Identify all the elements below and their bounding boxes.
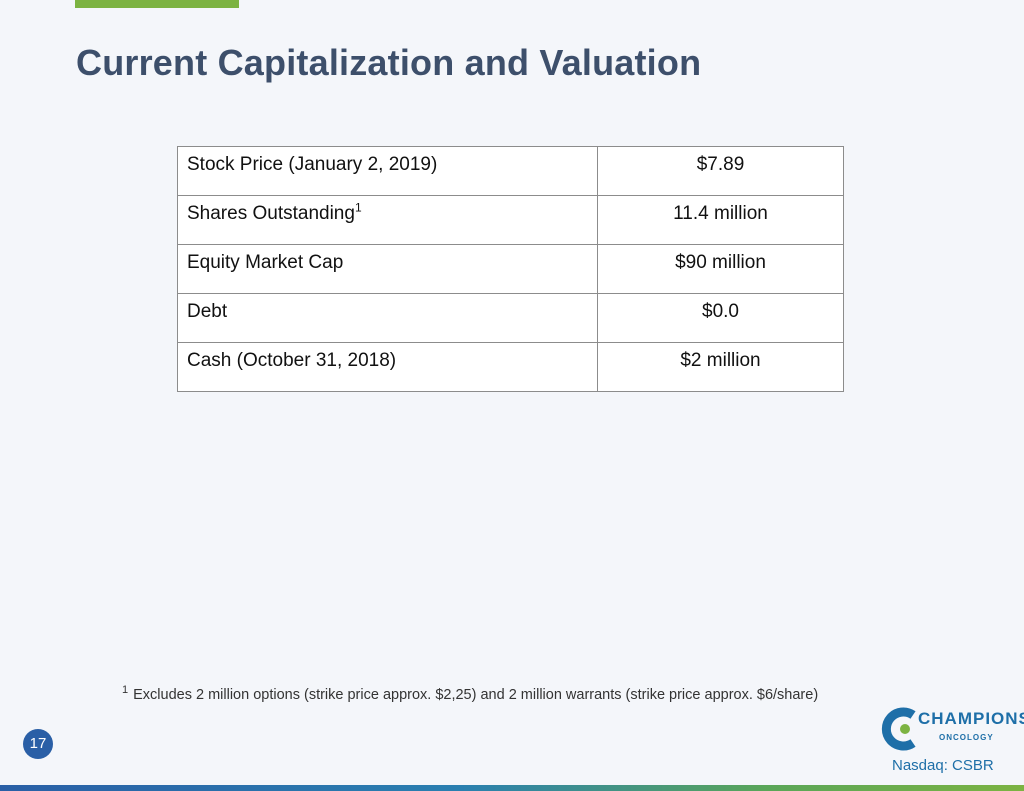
row-label-cell: Cash (October 31, 2018) [177, 342, 598, 392]
capitalization-table: Stock Price (January 2, 2019) $7.89 Shar… [177, 146, 844, 392]
row-label: Stock Price (January 2, 2019) [187, 154, 438, 175]
logo-name: CHAMPIONS [918, 709, 1024, 728]
footnote-reference: 1 [354, 200, 362, 215]
ticker-label: Nasdaq: CSBR [892, 757, 994, 774]
row-label: Equity Market Cap [187, 252, 344, 273]
footnote-marker: 1 [122, 684, 129, 697]
row-value: $2 million [597, 342, 844, 392]
table-row: Shares Outstanding1 11.4 million [177, 195, 844, 245]
row-label: Debt [187, 301, 228, 322]
row-value: $7.89 [597, 146, 844, 196]
top-accent-bar [75, 0, 239, 8]
row-value: $0.0 [597, 293, 844, 343]
page-title: Current Capitalization and Valuation [76, 42, 702, 83]
row-label: Shares Outstanding [187, 203, 355, 224]
footnote-text: Excludes 2 million options (strike price… [133, 687, 819, 703]
table-row: Cash (October 31, 2018) $2 million [177, 342, 844, 392]
table-row: Stock Price (January 2, 2019) $7.89 [177, 146, 844, 196]
footnote: 1 Excludes 2 million options (strike pric… [122, 684, 819, 703]
row-label-cell: Stock Price (January 2, 2019) [177, 146, 598, 196]
row-label-cell: Shares Outstanding1 [177, 195, 598, 245]
row-value: 11.4 million [597, 195, 844, 245]
page-number-badge: 17 [23, 729, 53, 759]
row-value: $90 million [597, 244, 844, 294]
row-label-cell: Debt [177, 293, 598, 343]
logo-c-icon [881, 707, 916, 751]
logo-subtitle: ONCOLOGY [939, 733, 994, 742]
table-row: Debt $0.0 [177, 293, 844, 343]
row-label: Cash (October 31, 2018) [187, 350, 397, 371]
champions-oncology-logo: CHAMPIONS ONCOLOGY [880, 704, 1024, 754]
bottom-gradient-bar [0, 785, 1024, 791]
table-row: Equity Market Cap $90 million [177, 244, 844, 294]
row-label-cell: Equity Market Cap [177, 244, 598, 294]
